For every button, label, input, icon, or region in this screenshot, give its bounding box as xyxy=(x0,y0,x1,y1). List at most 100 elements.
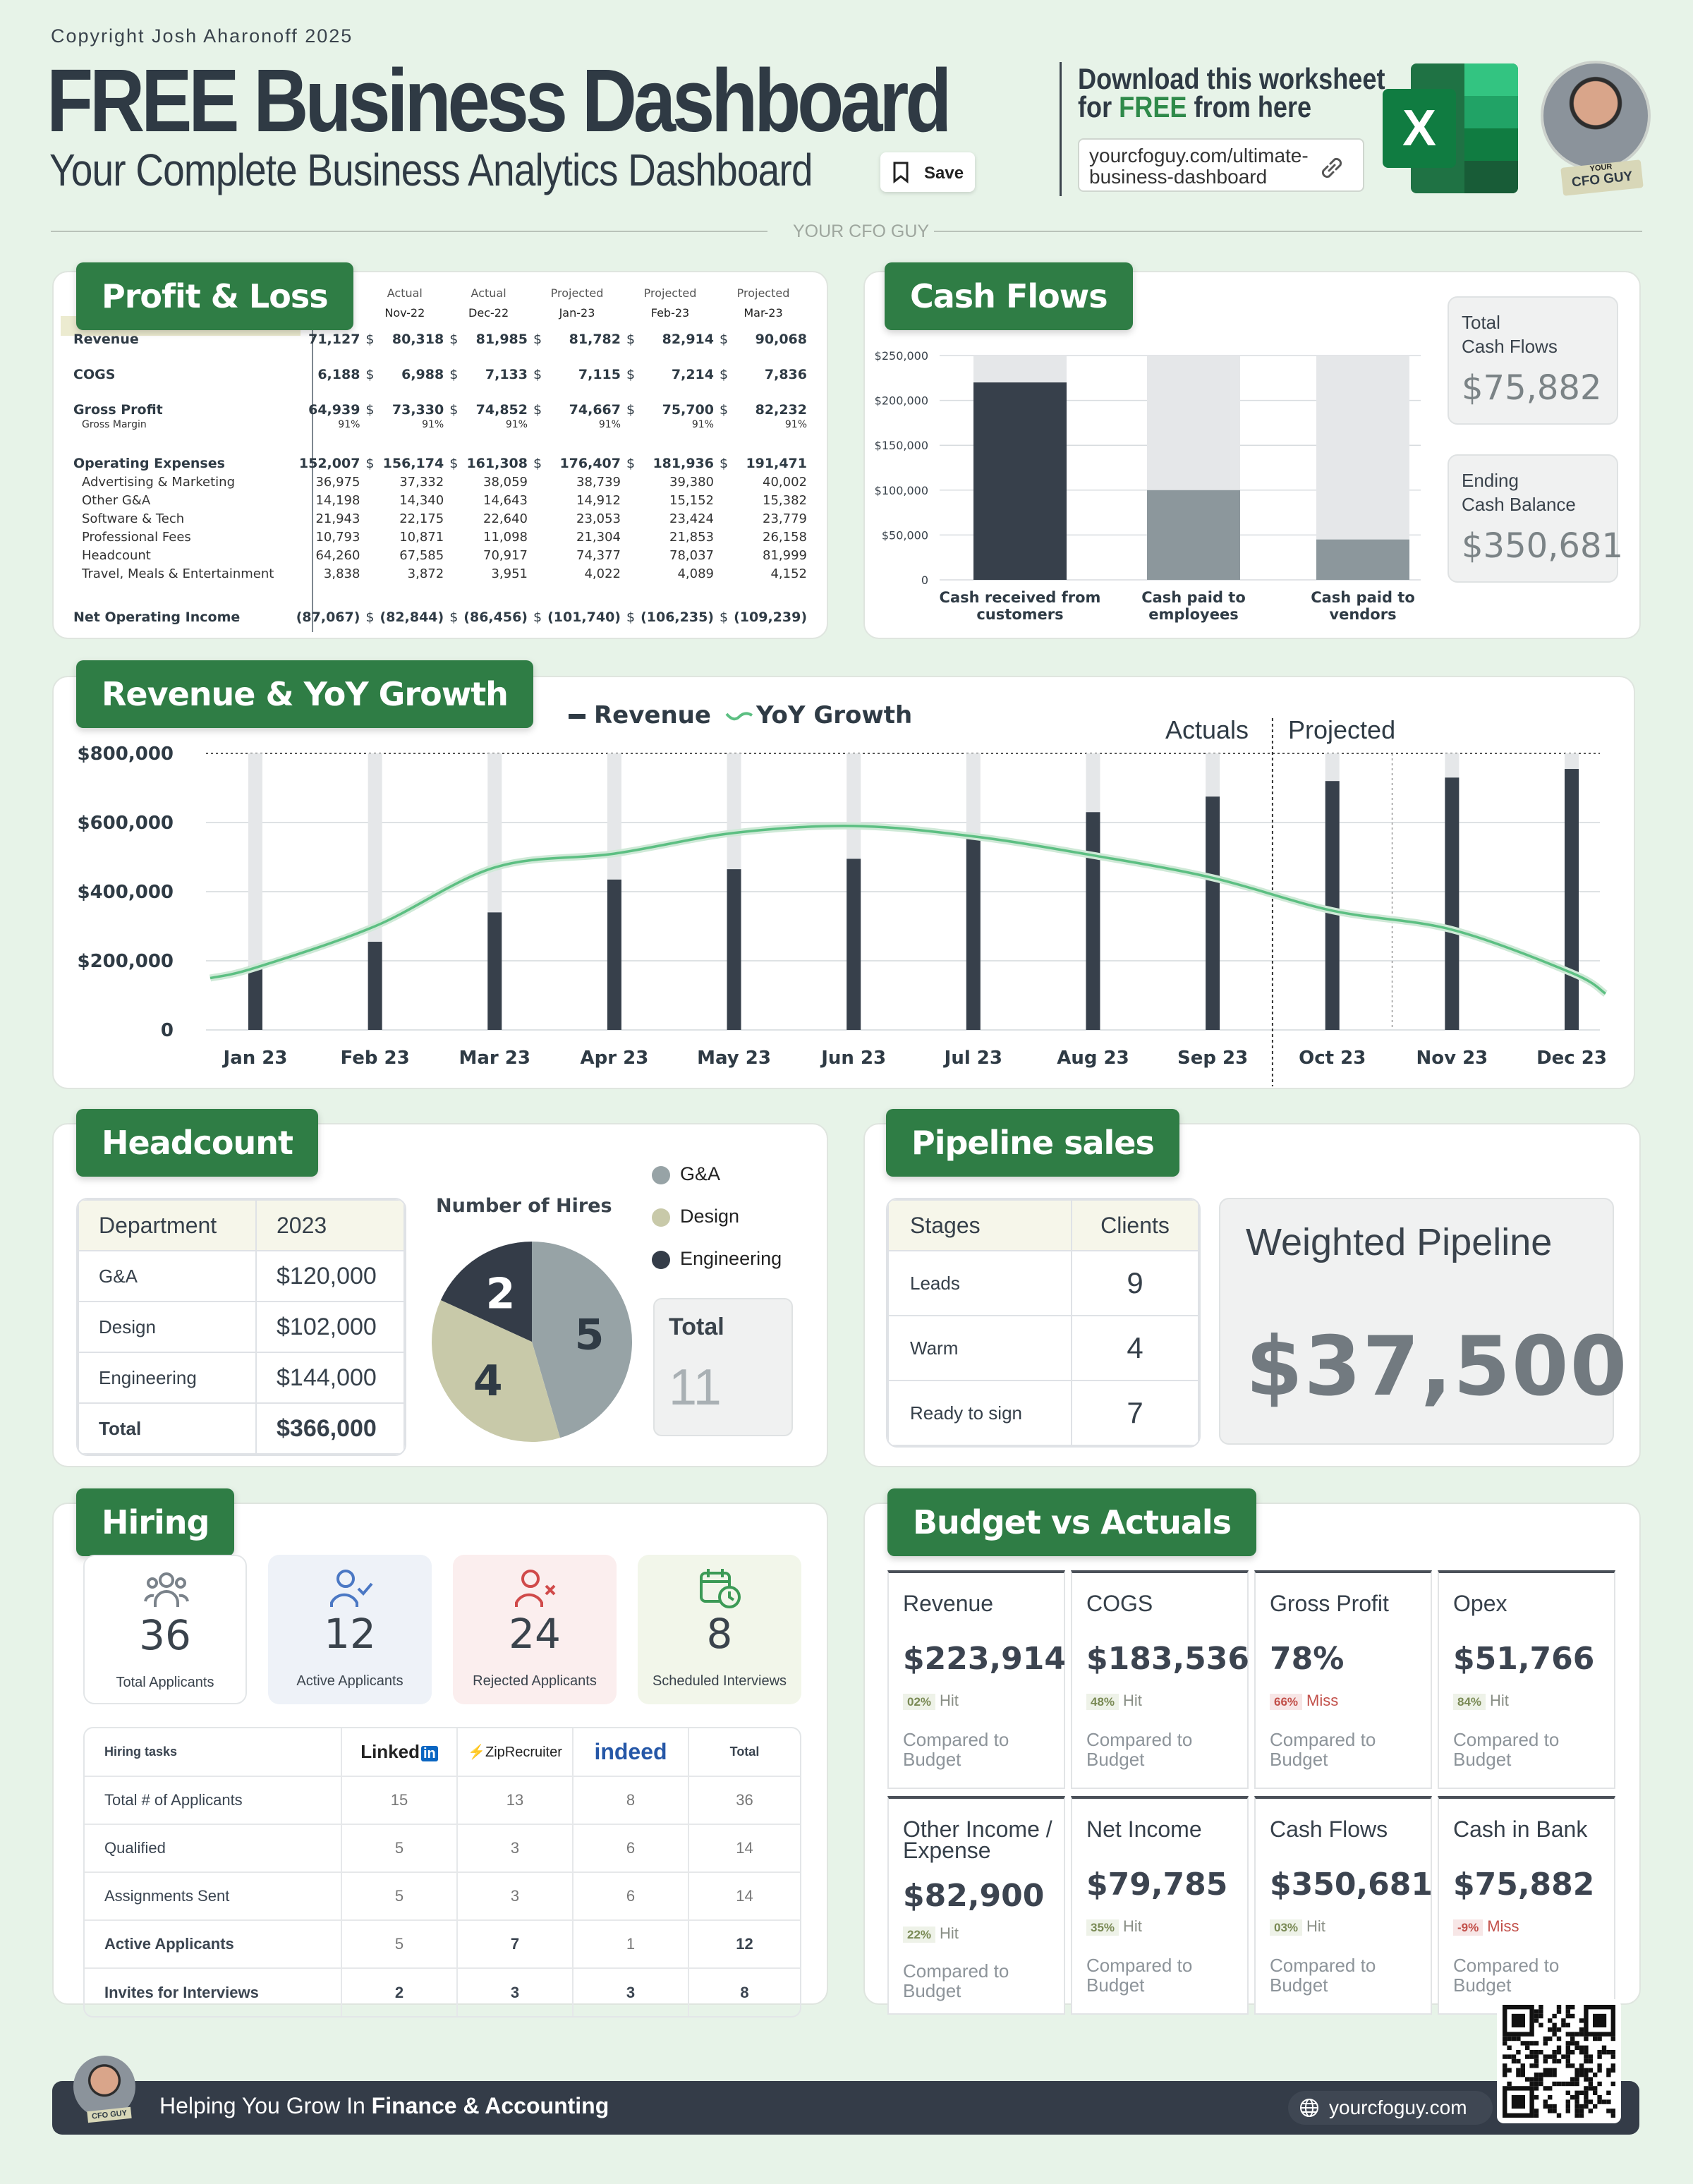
cf-y-tick: $50,000 xyxy=(882,528,928,542)
weighted-pipeline-box: Weighted Pipeline $37,500 xyxy=(1219,1198,1627,1445)
header-separator xyxy=(1060,62,1062,196)
pl-row: Professional Fees 10,793 10,871 11,098 21,30… xyxy=(82,530,807,545)
rev-bar xyxy=(607,879,621,1030)
pipeline-table-wrap: Stages Clients Leads 9 Warm 4 Ready to sign… xyxy=(886,1198,1201,1448)
pipeline-table: Stages Clients Leads 9 Warm 4 Ready to sign… xyxy=(887,1199,1199,1446)
link-icon xyxy=(1321,157,1342,178)
rev-y-tick: $400,000 xyxy=(77,882,174,903)
headcount-title: Headcount xyxy=(76,1109,319,1177)
revenue-title: Revenue & YoY Growth xyxy=(76,660,533,728)
pl-divider xyxy=(312,282,313,632)
copyright: Copyright Josh Aharonoff 2025 xyxy=(51,25,353,47)
rev-bar xyxy=(368,942,382,1030)
projected-label: Projected xyxy=(1288,715,1396,744)
rev-x-tick: Jan 23 xyxy=(222,1048,288,1069)
pipeline-title: Pipeline sales xyxy=(886,1109,1179,1177)
weighted-label: Weighted Pipeline xyxy=(1246,1221,1553,1263)
budget-title: Budget vs Actuals xyxy=(887,1488,1257,1556)
rev-y-tick: $800,000 xyxy=(77,744,174,765)
rev-x-tick: Aug 23 xyxy=(1057,1048,1129,1069)
revenue-card xyxy=(52,676,1635,1089)
total-applicants-card: 36 Total Applicants xyxy=(83,1555,247,1704)
pie-slice-label: 4 xyxy=(473,1357,503,1406)
cf-bar xyxy=(1147,490,1240,580)
rev-x-tick: Jun 23 xyxy=(820,1048,886,1069)
budget-kpi-other-income-expense: Other Income / Expense $82,900 22% Hit Compa… xyxy=(887,1796,1065,2015)
user-x-icon xyxy=(515,1570,556,1607)
budget-kpi-cash-in-bank: Cash in Bank $75,882 -9% Miss Compared to Bu… xyxy=(1438,1796,1615,2015)
cashflow-title: Cash Flows xyxy=(885,262,1133,330)
avatar xyxy=(1541,61,1651,171)
pl-col-month: Mar-23 xyxy=(744,305,783,320)
pl-row: COGS 6,188 $6,988 $7,133 $7,115 $7,214 $7,836 xyxy=(73,367,807,382)
actuals-label: Actuals xyxy=(1165,715,1249,744)
total-cashflows-box: Total Cash Flows $75,882 xyxy=(1448,296,1618,425)
cf-bar-label: Cash paid to xyxy=(1141,589,1246,606)
pie-legend-item: Engineering xyxy=(652,1244,782,1287)
budget-kpi-revenue: Revenue $223,914 02% Hit Compared to Budget xyxy=(887,1570,1066,1789)
header-divider-text: YOUR CFO GUY xyxy=(793,222,930,241)
cf-y-tick: 0 xyxy=(921,574,928,587)
rev-bar xyxy=(487,912,502,1030)
download-line2: for FREE from here xyxy=(1078,90,1312,123)
linkedin-logo: Linked in xyxy=(341,1728,458,1777)
cf-bar-label: employees xyxy=(1148,606,1238,623)
users-icon xyxy=(144,1572,189,1607)
pie-slice-label: 5 xyxy=(575,1310,605,1359)
pl-col-type: Projected xyxy=(550,286,604,300)
growth-line xyxy=(210,825,1606,995)
active-applicants-card: 12 Active Applicants xyxy=(268,1555,432,1704)
hires-pie-chart: 5 4 2 xyxy=(432,1242,632,1442)
pl-col-type: Projected xyxy=(736,286,790,300)
total-cashflows-value: $75,882 xyxy=(1462,368,1602,408)
rev-bar xyxy=(1445,777,1460,1030)
rev-bar xyxy=(1565,769,1579,1030)
excel-icon: X xyxy=(1383,63,1519,193)
pl-row: Advertising & Marketing 36,975 37,332 38,05… xyxy=(82,475,807,490)
pl-row: Gross Margin 91% 91% 91% 91% 91% 91% xyxy=(82,419,807,430)
rev-bar xyxy=(1325,781,1340,1030)
rev-x-tick: Nov 23 xyxy=(1416,1048,1488,1069)
legend-growth: YoY Growth xyxy=(725,701,912,729)
pl-col-month: Dec-22 xyxy=(468,305,509,320)
pie-slice-label: 2 xyxy=(486,1270,516,1319)
cf-bar-label: customers xyxy=(976,606,1063,623)
rev-x-tick: May 23 xyxy=(697,1048,771,1069)
rev-y-tick: $200,000 xyxy=(77,951,174,972)
pie-slice xyxy=(532,1242,632,1438)
pl-col-month: Jan-23 xyxy=(559,305,595,320)
budget-kpi-cash-flows: Cash Flows $350,681 03% Hit Compared to Budg… xyxy=(1254,1796,1433,2015)
footer-site[interactable]: yourcfoguy.com xyxy=(1288,2091,1493,2125)
weighted-value: $37,500 xyxy=(1246,1319,1629,1414)
pl-col-month: Feb-23 xyxy=(650,305,690,320)
save-button[interactable]: Save xyxy=(880,152,975,192)
hiring-table-wrap: Hiring tasks Linked in ⚡ZipRecruiter inde… xyxy=(83,1727,801,2018)
cf-y-tick: $100,000 xyxy=(875,484,928,497)
rev-bar-track xyxy=(248,753,262,1030)
pie-slice xyxy=(432,1300,561,1442)
rev-bar xyxy=(727,869,741,1030)
header-divider-right xyxy=(934,231,1642,232)
rejected-applicants-card: 24 Rejected Applicants xyxy=(453,1555,617,1704)
pl-row: Gross Profit 64,939 $73,330 $74,852 $74,667 $… xyxy=(73,402,807,418)
rev-x-tick: Jul 23 xyxy=(943,1048,1002,1069)
budget-kpi-gross-profit: Gross Profit 78% 66% Miss Compared to Budget xyxy=(1254,1570,1432,1789)
pl-row: Travel, Meals & Entertainment 3,838 3,872 3… xyxy=(82,566,807,581)
rev-x-tick: Apr 23 xyxy=(581,1048,649,1069)
rev-x-tick: Oct 23 xyxy=(1299,1048,1366,1069)
rev-bar xyxy=(966,835,981,1030)
budget-kpi-opex: Opex $51,766 84% Hit Compared to Budget xyxy=(1438,1570,1615,1789)
qr-code[interactable] xyxy=(1497,1999,1621,2123)
budget-kpi-cogs: COGS $183,536 48% Hit Compared to Budget xyxy=(1071,1570,1249,1789)
download-line1: Download this worksheet xyxy=(1078,62,1385,95)
pl-col-type: Actual xyxy=(387,286,423,300)
download-link[interactable]: yourcfoguy.com/ultimate-business-dashboa… xyxy=(1078,138,1364,192)
page-subtitle: Your Complete Business Analytics Dashboa… xyxy=(49,145,813,195)
pl-row: Operating Expenses 152,007 $156,174 $161,30… xyxy=(73,456,807,471)
rev-x-tick: Feb 23 xyxy=(341,1048,410,1069)
hiring-table: Hiring tasks Linked in ⚡ZipRecruiter inde… xyxy=(85,1728,800,2016)
cashflow-chart: $250,000 $200,000 $150,000 $100,000 $50,000 0… xyxy=(875,349,1421,623)
save-label: Save xyxy=(924,164,964,183)
growth-line-glow xyxy=(209,822,1608,997)
link-text: yourcfoguy.com/ultimate-business-dashboa… xyxy=(1089,145,1309,188)
